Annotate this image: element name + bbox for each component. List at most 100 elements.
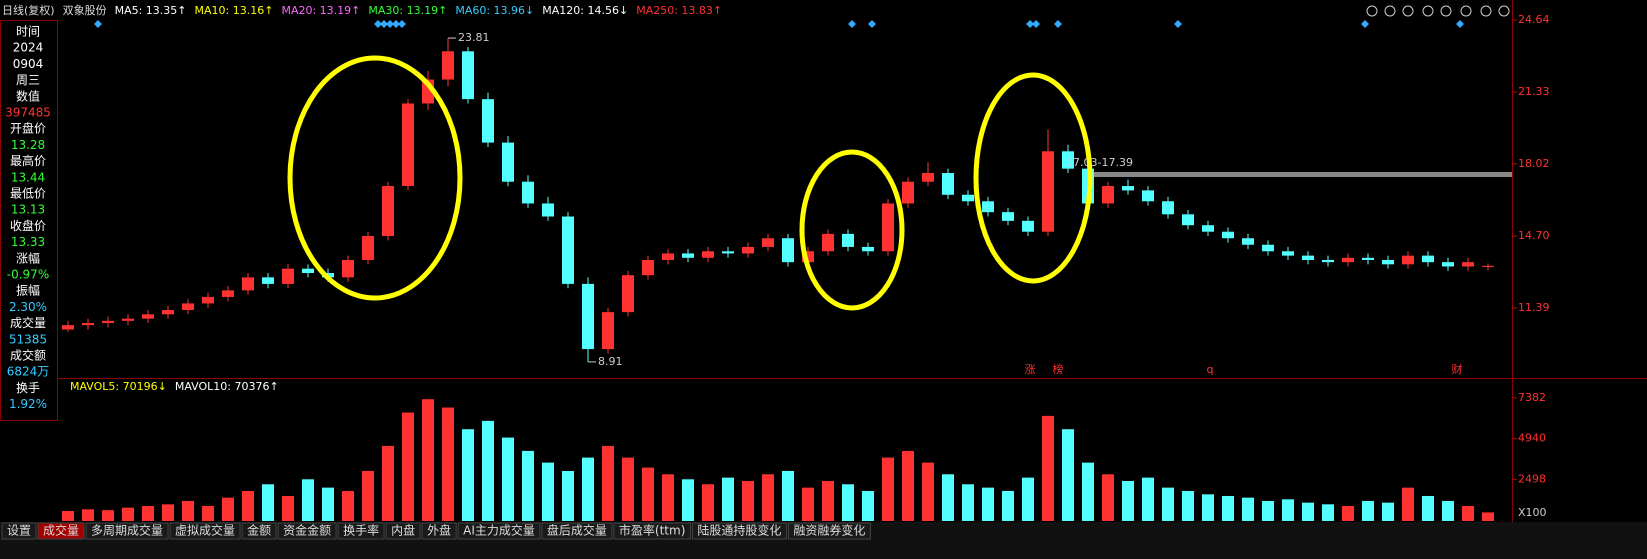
tab-bg[interactable] xyxy=(541,522,613,540)
event-marker[interactable]: q xyxy=(1207,363,1214,376)
candle-body xyxy=(1002,212,1014,221)
tab[interactable]: 金额 xyxy=(247,523,271,538)
toolbar-icons xyxy=(1366,5,1510,17)
tab[interactable]: 设置 xyxy=(7,524,31,538)
tab-bg[interactable] xyxy=(241,522,277,540)
volume-bar xyxy=(482,420,494,521)
info-item: 13.28 xyxy=(11,138,45,152)
signal-marker xyxy=(1174,20,1182,28)
volume-bar xyxy=(802,487,814,521)
candle-body xyxy=(282,268,294,284)
volume-bar xyxy=(1262,500,1274,521)
signal-marker xyxy=(94,20,102,28)
tab-bg[interactable] xyxy=(385,522,421,540)
volume-bar xyxy=(522,450,534,521)
volume-bar xyxy=(1102,474,1114,521)
ma-legend: MA10: 13.16↑ xyxy=(195,4,274,17)
volume-bar xyxy=(1402,487,1414,521)
candle-body xyxy=(1442,262,1454,267)
candle-body xyxy=(582,283,594,350)
candle-body xyxy=(362,236,374,260)
tab[interactable]: 内盘 xyxy=(391,523,415,538)
tab-bg[interactable] xyxy=(37,522,85,540)
info-item: 51385 xyxy=(9,332,47,346)
candle-body xyxy=(1062,151,1074,169)
icon[interactable] xyxy=(1366,5,1378,17)
volume-bar xyxy=(1382,502,1394,521)
volume-bar xyxy=(1002,490,1014,521)
info-item: 成交额 xyxy=(10,348,46,363)
ma-legend: MA60: 13.96↓ xyxy=(455,4,534,17)
volume-bar xyxy=(1162,487,1174,521)
info-item: 数值 xyxy=(16,88,40,103)
candle-body xyxy=(962,194,974,202)
tab[interactable]: 外盘 xyxy=(427,523,451,538)
tab-bg[interactable] xyxy=(787,522,871,540)
tab-bg[interactable] xyxy=(691,522,787,540)
tab-bg[interactable] xyxy=(169,522,241,540)
candle-body xyxy=(222,290,234,297)
candle-body xyxy=(1182,214,1194,226)
volume-bar xyxy=(1282,499,1294,521)
icon[interactable] xyxy=(1480,5,1492,17)
high-label: 23.81 xyxy=(458,31,490,44)
candle-body xyxy=(482,99,494,143)
ma-legend: MA30: 13.19↑ xyxy=(368,4,447,17)
tab[interactable]: 多周期成交量 xyxy=(91,523,163,538)
event-marker[interactable]: 财 xyxy=(1452,362,1463,376)
tab[interactable]: 盘后成交量 xyxy=(547,523,607,538)
volume-bar xyxy=(182,500,194,521)
candle-body xyxy=(1462,262,1474,267)
y-tick-label: 14.70 xyxy=(1518,229,1550,242)
tab-bg[interactable] xyxy=(1,522,37,540)
info-panel-frame xyxy=(0,20,58,421)
tab[interactable]: 陆股通持股变化 xyxy=(697,523,781,538)
tab-bg[interactable] xyxy=(457,522,541,540)
candle-body xyxy=(862,246,874,252)
ma-legend: MA250: 13.83↑ xyxy=(636,4,722,17)
volume-bar xyxy=(702,484,714,521)
info-item: 6824万 xyxy=(7,365,50,379)
candle-body xyxy=(502,142,514,182)
volume-bar xyxy=(122,507,134,521)
tab[interactable]: 成交量 xyxy=(43,523,79,538)
icon[interactable] xyxy=(1440,5,1452,17)
tab-bg[interactable] xyxy=(337,522,385,540)
y-tick-label: 11.39 xyxy=(1518,301,1550,314)
tab[interactable]: 虚拟成交量 xyxy=(175,523,235,538)
icon[interactable] xyxy=(1384,5,1396,17)
candle-body xyxy=(562,216,574,284)
tab-bg[interactable] xyxy=(277,522,337,540)
low-label: 8.91 xyxy=(598,355,623,368)
tab-bg[interactable] xyxy=(613,522,691,540)
volume-bar xyxy=(742,480,754,521)
volume-bar xyxy=(1482,512,1494,521)
tab[interactable]: 资金金额 xyxy=(283,523,331,538)
candle-body xyxy=(62,325,74,330)
tab-bg[interactable] xyxy=(421,522,457,540)
icon[interactable] xyxy=(1498,5,1510,17)
volume-bar xyxy=(382,445,394,521)
candle-body xyxy=(1142,190,1154,202)
icon[interactable] xyxy=(1460,5,1472,17)
candle-body xyxy=(1022,220,1034,232)
tab-bg[interactable] xyxy=(85,522,169,540)
info-item: 时间 xyxy=(16,25,40,39)
tab[interactable]: 换手率 xyxy=(343,523,379,538)
candle-body xyxy=(1162,201,1174,215)
icon[interactable] xyxy=(1422,5,1434,17)
info-item: 13.44 xyxy=(11,170,45,184)
tab[interactable]: AI主力成交量 xyxy=(463,523,535,538)
volume-bar xyxy=(462,429,474,521)
candle-body xyxy=(1102,186,1114,204)
volume-bar xyxy=(342,490,354,521)
volume-bar xyxy=(582,457,594,521)
icon[interactable] xyxy=(1402,5,1414,17)
tab[interactable]: 市盈率(ttm) xyxy=(619,523,685,538)
candle-body xyxy=(1042,151,1054,232)
event-marker[interactable]: 涨 xyxy=(1025,363,1036,376)
y-tick-label: 24.64 xyxy=(1518,13,1550,26)
event-marker[interactable]: 榜 xyxy=(1053,362,1064,376)
volume-bar xyxy=(202,505,214,521)
tab[interactable]: 融资融券变化 xyxy=(793,523,865,538)
